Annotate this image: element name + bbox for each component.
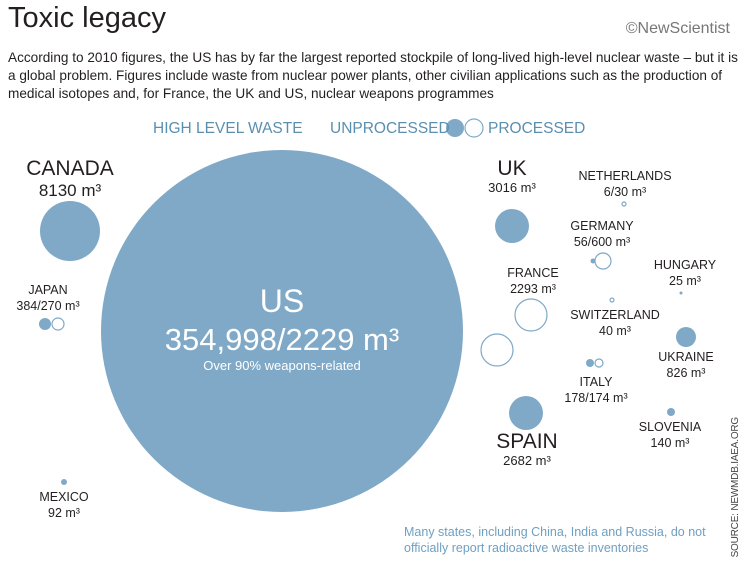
source-credit: SOURCE: NEWMDB.IAEA.ORG (730, 416, 741, 557)
canada-name: CANADA (26, 157, 114, 180)
france-value: 2293 m³ (510, 282, 556, 296)
spain-label: SPAIN 2682 m³ (467, 431, 587, 469)
us-processed-bubble (480, 333, 514, 367)
switzerland-label: SWITZERLAND 40 m³ (555, 307, 675, 339)
japan-label: JAPAN 384/270 m³ (0, 282, 108, 314)
italy-value: 178/174 m³ (564, 391, 628, 405)
legend-heading: HIGH LEVEL WASTE (153, 120, 303, 137)
legend-processed-swatch (464, 118, 484, 138)
legend-unprocessed-swatch (446, 119, 464, 137)
germany-unprocessed-bubble (590, 258, 596, 264)
italy-unprocessed-bubble (586, 359, 594, 367)
france-bubble (514, 298, 548, 332)
france-label: FRANCE 2293 m³ (473, 265, 593, 297)
japan-name: JAPAN (28, 283, 68, 297)
us-value: 354,998/2229 m³ (164, 322, 400, 357)
germany-value: 56/600 m³ (573, 235, 631, 249)
spain-bubble (509, 396, 543, 430)
mexico-name: MEXICO (39, 490, 89, 504)
germany-name: GERMANY (570, 219, 634, 233)
france-name: FRANCE (507, 266, 559, 280)
netherlands-processed-bubble (621, 201, 627, 207)
hungary-value: 25 m³ (669, 274, 701, 288)
italy-name: ITALY (579, 375, 613, 389)
us-note: Over 90% weapons-related (203, 358, 361, 373)
us-name: US (259, 283, 305, 319)
mexico-value: 92 m³ (48, 506, 80, 520)
intro-text: According to 2010 figures, the US has by… (8, 50, 738, 101)
canada-bubble (40, 201, 100, 261)
switzerland-bubble (609, 297, 615, 303)
uk-label: UK 3016 m³ (452, 158, 572, 196)
uk-value: 3016 m³ (488, 180, 536, 195)
us-unprocessed-bubble (101, 150, 463, 512)
japan-unprocessed-bubble (39, 318, 51, 330)
spain-name: SPAIN (496, 430, 558, 453)
japan-value: 384/270 m³ (16, 299, 80, 313)
canada-value: 8130 m³ (38, 181, 102, 200)
slovenia-name: SLOVENIA (638, 420, 702, 434)
slovenia-bubble (667, 408, 675, 416)
mexico-label: MEXICO 92 m³ (4, 489, 124, 521)
slovenia-value: 140 m³ (650, 436, 690, 450)
footnote: Many states, including China, India and … (404, 525, 706, 555)
uk-name: UK (497, 157, 527, 180)
ukraine-value: 826 m³ (666, 366, 706, 380)
newscientist-logo: ©NewScientist (625, 20, 730, 37)
legend-processed: PROCESSED (488, 120, 586, 137)
page-title: Toxic legacy (8, 2, 166, 34)
canada-label: CANADA 8130 m³ (10, 158, 130, 202)
legend-unprocessed: UNPROCESSED (330, 120, 450, 137)
italy-processed-bubble (594, 358, 604, 368)
netherlands-name: NETHERLANDS (578, 169, 672, 183)
switzerland-value: 40 m³ (599, 324, 631, 338)
ukraine-label: UKRAINE 826 m³ (626, 349, 744, 381)
japan-processed-bubble (51, 317, 65, 331)
ukraine-bubble (676, 327, 696, 347)
germany-processed-bubble (594, 252, 612, 270)
italy-label: ITALY 178/174 m³ (536, 374, 656, 406)
germany-label: GERMANY 56/600 m³ (542, 218, 662, 250)
uk-bubble (495, 209, 529, 243)
slovenia-label: SLOVENIA 140 m³ (610, 419, 730, 451)
mexico-bubble (61, 479, 67, 485)
hungary-bubble (679, 291, 683, 295)
netherlands-label: NETHERLANDS 6/30 m³ (565, 168, 685, 200)
netherlands-value: 6/30 m³ (603, 185, 647, 199)
ukraine-name: UKRAINE (658, 350, 714, 364)
hungary-label: HUNGARY 25 m³ (625, 257, 744, 289)
switzerland-name: SWITZERLAND (570, 308, 660, 322)
hungary-name: HUNGARY (653, 258, 717, 272)
spain-value: 2682 m³ (503, 453, 551, 468)
